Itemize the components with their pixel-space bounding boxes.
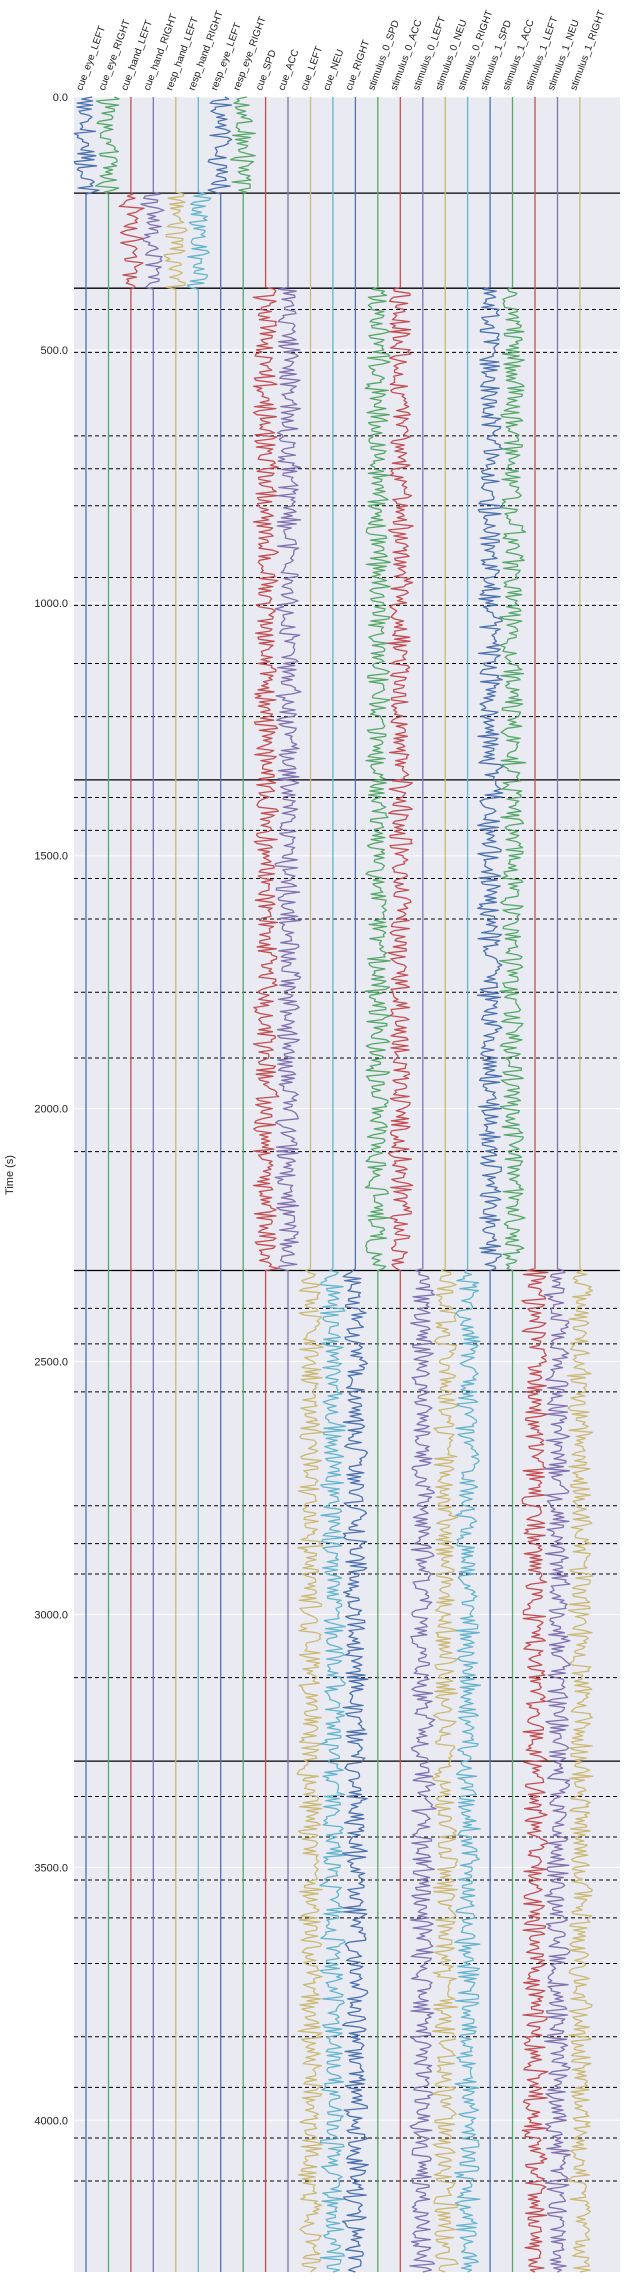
channel-trace-stimulus_0_RIGHT [454, 97, 482, 2273]
y-tick-label: 3000.0 [34, 1609, 68, 1621]
y-tick-label: 4000.0 [34, 2115, 68, 2127]
channel-trace-stimulus_0_NEU [431, 97, 460, 2273]
channel-label-cue_SPD: cue_SPD [254, 49, 279, 92]
channel-trace-resp_eye_LEFT [207, 96, 233, 2272]
channel-trace-cue_eye_RIGHT [95, 96, 120, 2272]
channel-trace-cue_RIGHT [341, 97, 369, 2273]
channel-trace-resp_hand_LEFT [163, 97, 188, 2272]
channel-trace-stimulus_1_ACC [498, 97, 527, 2272]
channel-trace-stimulus_0_LEFT [409, 97, 437, 2273]
y-axis-label: Time (s) [4, 1155, 16, 1195]
y-tick-label: 3500.0 [34, 1862, 68, 1874]
channel-trace-resp_eye_RIGHT [229, 96, 256, 2272]
channel-trace-resp_hand_RIGHT [186, 97, 212, 2272]
channel-trace-cue_ACC [274, 97, 302, 2272]
channel-label-cue_ACC: cue_ACC [277, 48, 302, 92]
y-tick-label: 2500.0 [34, 1357, 68, 1369]
y-tick-label: 2000.0 [34, 1104, 68, 1116]
channel-trace-stimulus_0_ACC [387, 97, 414, 2272]
channel-trace-stimulus_1_RIGHT [566, 97, 594, 2273]
channel-trace-stimulus_1_NEU [543, 97, 571, 2273]
channel-trace-cue_SPD [252, 97, 280, 2272]
channel-trace-cue_LEFT [296, 97, 324, 2273]
channel-label-cue_LEFT: cue_LEFT [299, 45, 325, 92]
y-tick-label: 0.0 [53, 92, 68, 104]
channel-trace-cue_hand_LEFT [118, 97, 145, 2272]
plot-background [74, 97, 620, 2272]
channel-trace-stimulus_1_SPD [476, 97, 504, 2272]
channel-trace-cue_eye_LEFT [73, 96, 100, 2272]
y-tick-label: 1000.0 [34, 598, 68, 610]
y-tick-label: 1500.0 [34, 851, 68, 863]
channel-label-cue_NEU: cue_NEU [321, 48, 346, 92]
channel-trace-cue_NEU [319, 97, 347, 2273]
y-tick-label: 500.0 [40, 345, 68, 357]
channel-trace-stimulus_1_LEFT [521, 97, 549, 2273]
channel-trace-cue_hand_RIGHT [140, 97, 165, 2272]
channel-trace-stimulus_0_SPD [364, 97, 392, 2272]
